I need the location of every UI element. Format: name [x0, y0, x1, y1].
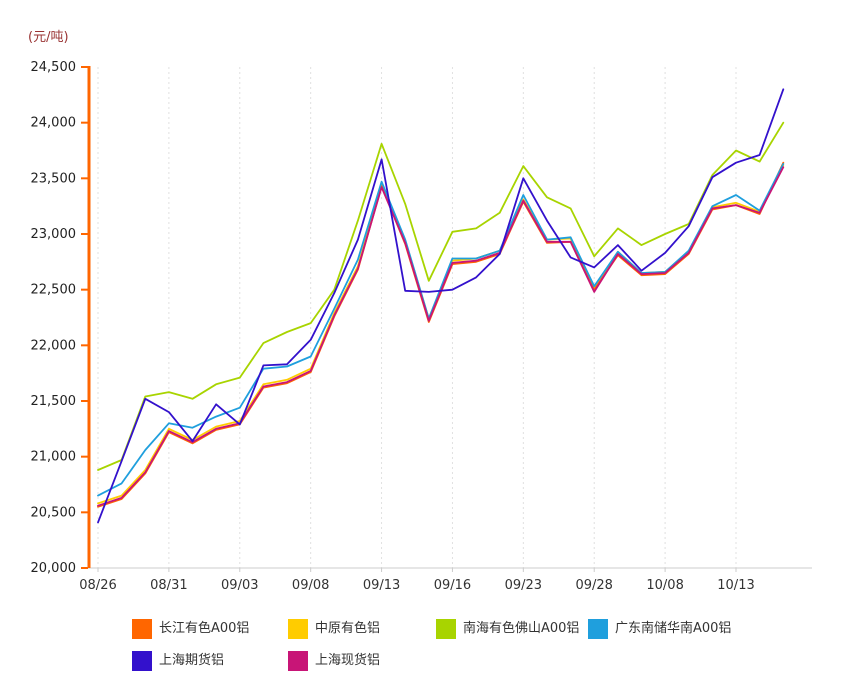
y-tick-label: 23,500 [31, 171, 77, 186]
legend-swatch [288, 651, 308, 671]
legend-item: 广东南储华南A00铝 [588, 618, 731, 640]
y-tick-label: 22,000 [31, 338, 77, 353]
x-tick-label: 10/13 [717, 578, 754, 593]
legend-item: 南海有色佛山A00铝 [436, 618, 579, 640]
series-line-1 [97, 164, 785, 505]
legend-item: 长江有色A00铝 [132, 618, 249, 640]
series-line-3 [97, 162, 785, 497]
x-tick-label: 09/03 [221, 578, 258, 593]
legend-label: 广东南储华南A00铝 [615, 621, 732, 636]
legend-swatch [588, 619, 608, 639]
chart-legend: 长江有色A00铝 中原有色铝 南海有色佛山A00铝 广东南储华南A00铝上海期货铝 上海… [120, 612, 820, 678]
y-tick-label: 21,000 [31, 450, 77, 465]
series-line-0 [97, 161, 785, 508]
x-tick-label: 09/28 [575, 578, 612, 593]
y-tick-label: 24,000 [31, 116, 77, 131]
series-line-2 [97, 121, 785, 471]
y-tick-label: 20,500 [31, 505, 77, 520]
x-tick-label: 09/16 [434, 578, 471, 593]
legend-label: 上海期货铝 [159, 653, 225, 668]
legend-item: 中原有色铝 [288, 618, 380, 640]
series-line-5 [97, 166, 785, 507]
legend-label: 南海有色佛山A00铝 [463, 621, 580, 636]
legend-swatch [132, 619, 152, 639]
x-tick-label: 08/31 [150, 578, 187, 593]
legend-label: 长江有色A00铝 [159, 621, 250, 636]
x-tick-label: 09/08 [292, 578, 329, 593]
y-axis-unit-label: (元/吨) [28, 30, 69, 45]
legend-swatch [436, 619, 456, 639]
legend-label: 上海现货铝 [315, 653, 381, 668]
legend-item: 上海期货铝 [132, 650, 224, 672]
y-tick-label: 24,500 [31, 60, 77, 75]
legend-swatch [288, 619, 308, 639]
legend-label: 中原有色铝 [315, 621, 381, 636]
legend-item: 上海现货铝 [288, 650, 380, 672]
x-tick-label: 08/26 [79, 578, 116, 593]
series-line-4 [97, 88, 785, 524]
y-tick-label: 20,000 [31, 561, 77, 576]
x-tick-label: 10/08 [646, 578, 683, 593]
x-tick-label: 09/13 [363, 578, 400, 593]
x-tick-label: 09/23 [505, 578, 542, 593]
y-tick-label: 21,500 [31, 394, 77, 409]
y-tick-label: 23,000 [31, 227, 77, 242]
y-tick-label: 22,500 [31, 283, 77, 298]
legend-swatch [132, 651, 152, 671]
